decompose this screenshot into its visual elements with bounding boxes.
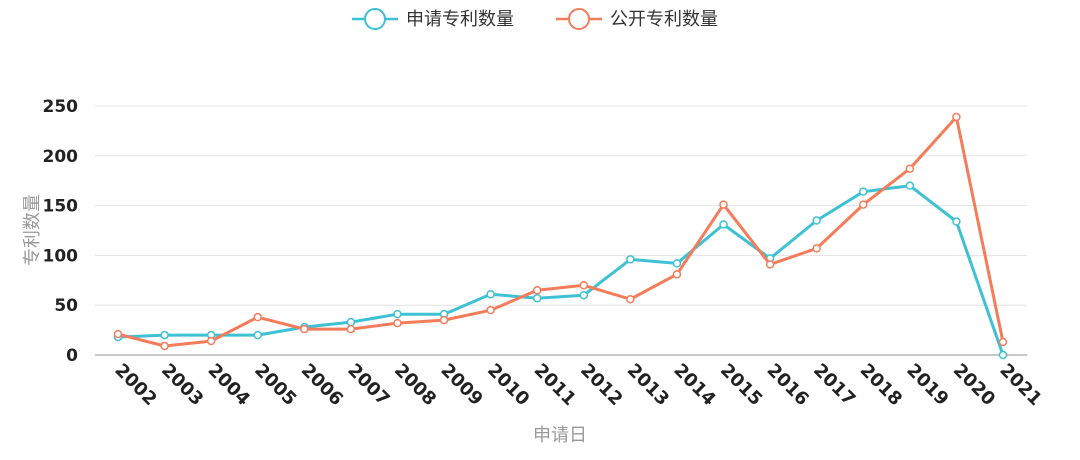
series-1: [113, 181, 1008, 360]
data-point: [998, 350, 1008, 360]
y-axis-title: 专利数量: [22, 194, 43, 266]
y-axis-ticks: 0 50 100 150 200 250: [43, 97, 79, 366]
data-point: [719, 200, 728, 209]
data-point: [672, 270, 682, 279]
x-tick-label: 2013: [623, 360, 673, 410]
data-point: [206, 336, 216, 346]
x-tick-label: 2005: [250, 360, 300, 410]
data-point: [765, 260, 775, 269]
legend-marker-icon: [364, 8, 386, 30]
data-point: [393, 318, 402, 328]
data-point: [626, 294, 635, 304]
x-tick-label: 2002: [110, 360, 160, 410]
y-tick-label: 50: [54, 296, 78, 316]
data-point: [439, 315, 449, 325]
legend-label: 公开专利数量: [610, 9, 718, 30]
legend[interactable]: 申请专利数量 公开专利数量: [352, 8, 718, 30]
data-point: [486, 305, 495, 315]
data-point: [346, 324, 356, 334]
x-tick-label: 2019: [902, 360, 952, 410]
data-point: [626, 255, 635, 264]
x-axis-title: 申请日: [533, 425, 587, 446]
y-tick-label: 200: [43, 147, 79, 167]
data-point: [346, 317, 356, 327]
data-point: [253, 330, 262, 340]
data-point: [905, 164, 915, 173]
data-point: [486, 289, 495, 299]
legend-item-1[interactable]: 申请专利数量: [352, 8, 514, 30]
data-point: [952, 217, 961, 226]
x-tick-label: 2006: [297, 360, 347, 410]
x-tick-label: 2012: [576, 360, 626, 410]
data-point: [859, 187, 868, 196]
series-line: [116, 115, 1005, 348]
data-point: [579, 290, 589, 300]
data-point: [672, 259, 682, 268]
data-point: [532, 293, 542, 303]
x-tick-label: 2017: [809, 360, 859, 410]
legend-marker-icon: [568, 8, 590, 30]
x-tick-label: 2008: [390, 360, 440, 410]
y-tick-label: 100: [43, 246, 79, 266]
y-tick-label: 150: [43, 197, 79, 217]
grid-lines: [95, 105, 1027, 356]
x-tick-label: 2016: [763, 360, 813, 410]
data-point: [113, 329, 123, 339]
data-point: [998, 337, 1008, 347]
legend-item-2[interactable]: 公开专利数量: [556, 8, 718, 30]
data-point: [952, 112, 961, 122]
x-tick-label: 2021: [995, 360, 1045, 410]
x-tick-label: 2020: [949, 360, 999, 410]
y-tick-label: 0: [66, 346, 78, 366]
data-point: [300, 324, 309, 334]
series-layer: [113, 112, 1008, 360]
data-point: [905, 181, 915, 190]
data-point: [393, 309, 402, 319]
data-point: [160, 341, 169, 351]
data-point: [719, 220, 728, 229]
x-tick-label: 2018: [856, 360, 906, 410]
y-tick-label: 250: [43, 97, 79, 117]
legend-label: 申请专利数量: [406, 9, 514, 30]
data-point: [160, 330, 169, 340]
data-point: [812, 216, 821, 225]
x-tick-label: 2010: [483, 360, 533, 410]
data-point: [532, 286, 542, 295]
x-tick-label: 2004: [204, 360, 254, 410]
data-point: [812, 244, 821, 253]
data-point: [579, 281, 589, 290]
data-point: [253, 312, 262, 322]
x-tick-label: 2007: [343, 360, 393, 410]
series-line: [116, 184, 1005, 357]
x-tick-label: 2003: [157, 360, 207, 410]
x-tick-label: 2015: [716, 360, 766, 410]
x-tick-label: 2009: [437, 360, 487, 410]
x-axis-ticks: 2002200320042005200620072008200920102011…: [110, 360, 1045, 410]
x-tick-label: 2011: [530, 360, 580, 410]
x-tick-label: 2014: [669, 360, 719, 410]
data-point: [859, 200, 868, 209]
series-2: [113, 112, 1008, 351]
